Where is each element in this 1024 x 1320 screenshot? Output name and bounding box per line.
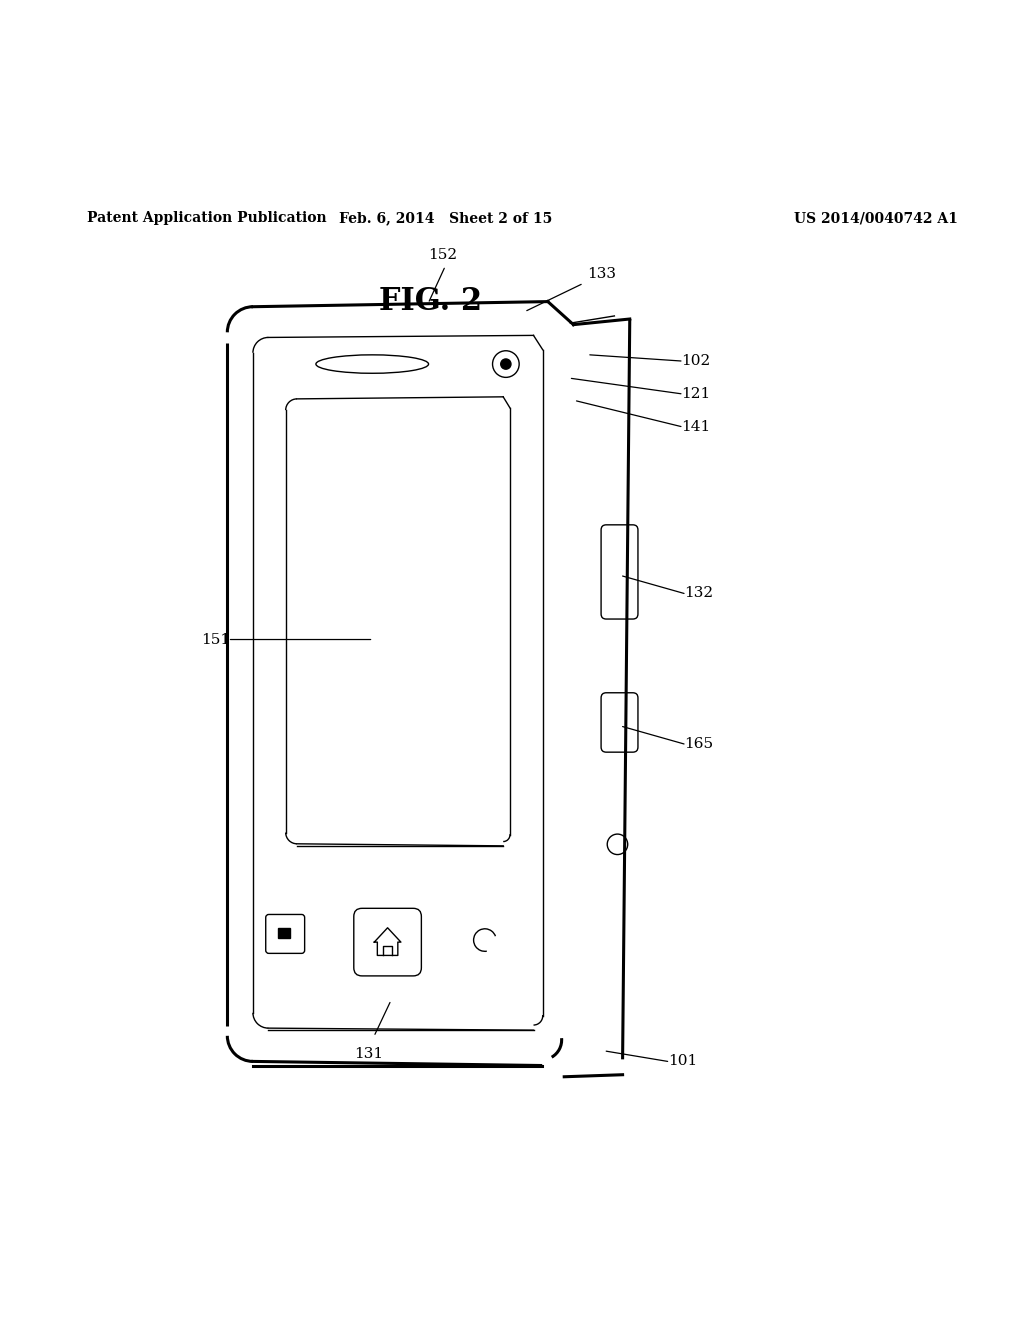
Bar [278, 928, 291, 939]
Text: 121: 121 [681, 387, 711, 401]
Text: 133: 133 [587, 267, 615, 281]
Text: 151: 151 [202, 632, 230, 647]
Text: 165: 165 [684, 737, 713, 751]
Text: Feb. 6, 2014   Sheet 2 of 15: Feb. 6, 2014 Sheet 2 of 15 [339, 211, 552, 226]
Text: 132: 132 [684, 586, 713, 601]
Text: 141: 141 [681, 420, 711, 433]
Text: 102: 102 [681, 354, 711, 368]
Text: US 2014/0040742 A1: US 2014/0040742 A1 [794, 211, 957, 226]
Text: 131: 131 [354, 1047, 383, 1061]
Text: 152: 152 [428, 248, 457, 261]
Text: FIG. 2: FIG. 2 [379, 286, 481, 317]
Text: 101: 101 [668, 1055, 697, 1068]
Circle shape [501, 359, 511, 370]
Text: Patent Application Publication: Patent Application Publication [87, 211, 327, 226]
